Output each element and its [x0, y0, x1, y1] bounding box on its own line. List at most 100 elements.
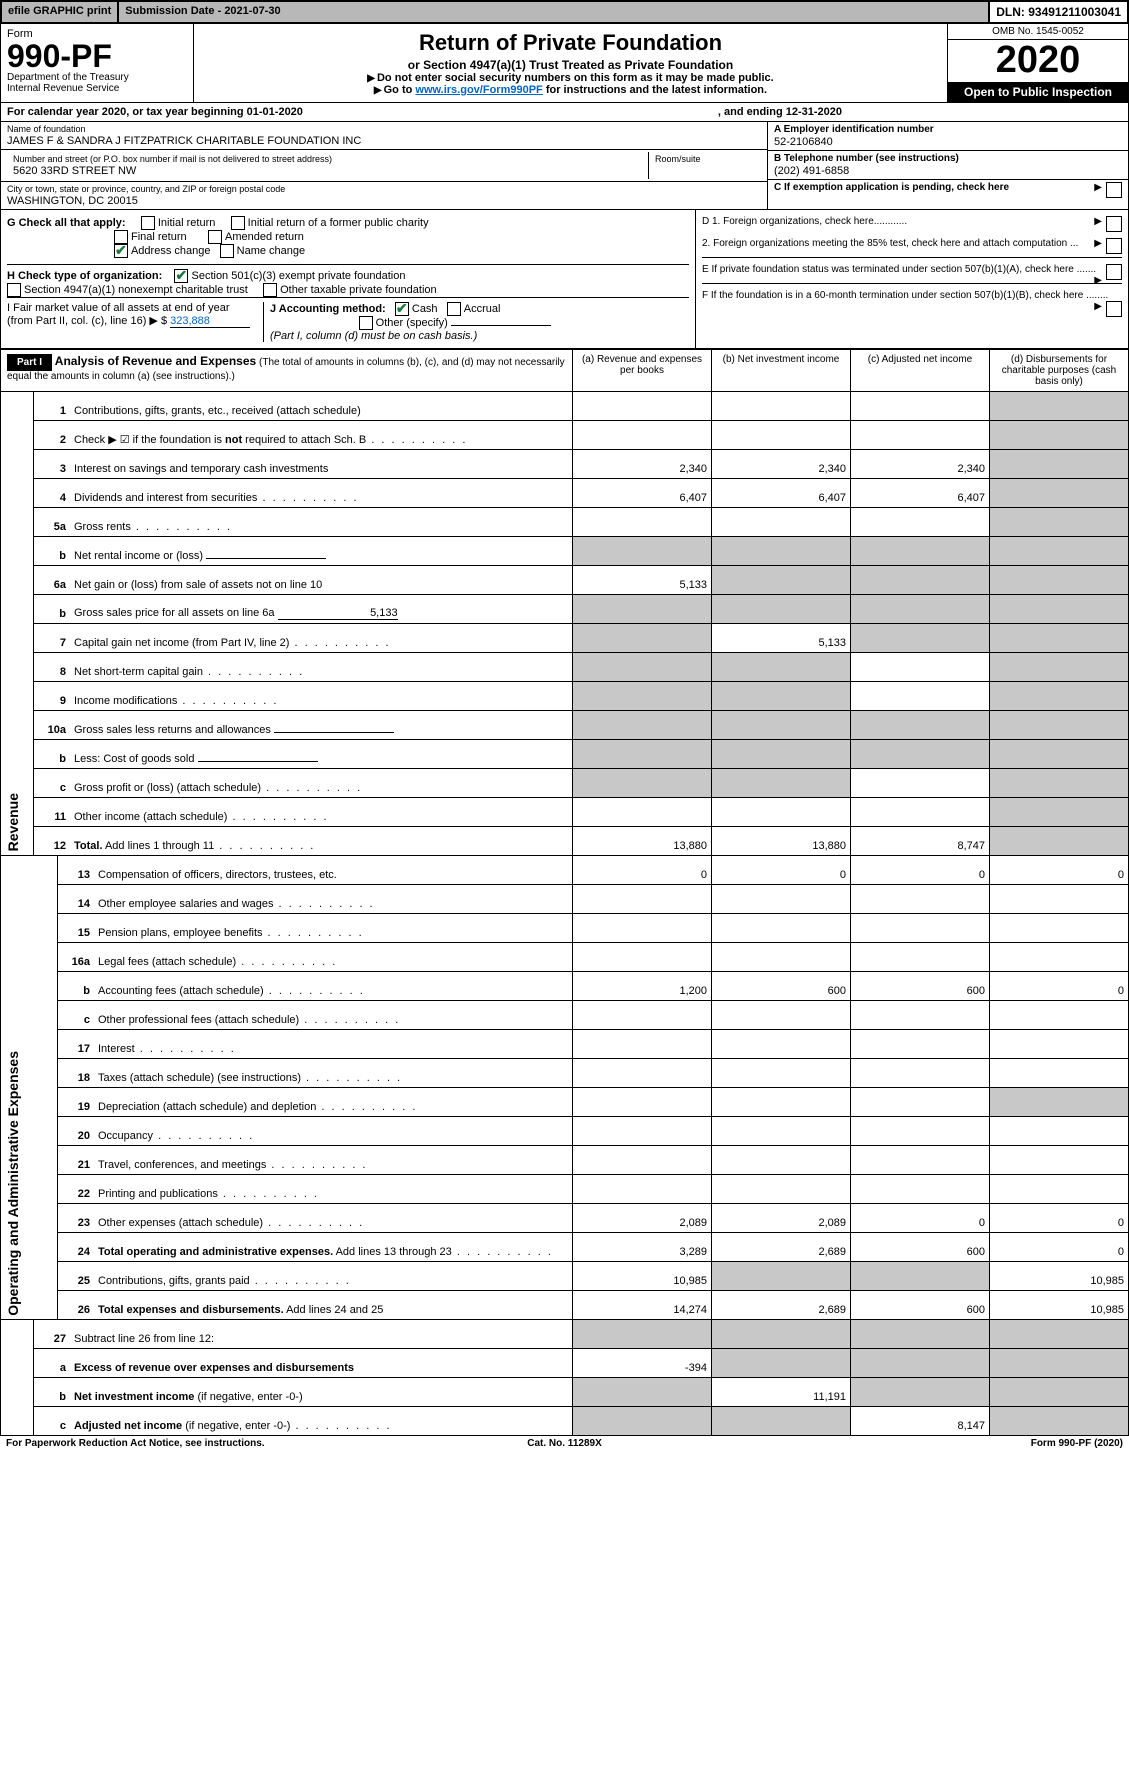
cb-other-method[interactable] [359, 316, 373, 330]
amount-cell [573, 536, 712, 565]
revenue-table: Revenue1Contributions, gifts, grants, et… [0, 392, 1129, 856]
cb-initial-former[interactable] [231, 216, 245, 230]
e-block: E If private foundation status was termi… [702, 264, 1122, 284]
cb-d1[interactable] [1106, 216, 1122, 232]
ein: 52-2106840 [774, 135, 1122, 148]
amount-cell [851, 1087, 990, 1116]
cb-amended[interactable] [208, 230, 222, 244]
cb-4947a1[interactable] [7, 283, 21, 297]
cb-accrual[interactable] [447, 302, 461, 316]
line-number: 6a [34, 565, 71, 594]
amount-cell [573, 768, 712, 797]
amount-cell: 13,880 [712, 826, 851, 855]
amount-cell [990, 1348, 1129, 1377]
amount-cell [712, 420, 851, 449]
line-description: Other expenses (attach schedule) [94, 1203, 573, 1232]
line-description: Depreciation (attach schedule) and deple… [94, 1087, 573, 1116]
phone-cell: B Telephone number (see instructions) (2… [768, 151, 1128, 180]
cb-other-taxable[interactable] [263, 283, 277, 297]
line-number: 3 [34, 449, 71, 478]
amount-cell [712, 913, 851, 942]
amount-cell [712, 1174, 851, 1203]
amount-cell [990, 1087, 1129, 1116]
phone: (202) 491-6858 [774, 164, 1122, 177]
line-description: Contributions, gifts, grants, etc., rece… [70, 392, 573, 421]
instructions-link[interactable]: www.irs.gov/Form990PF [415, 84, 542, 96]
line-number: 15 [58, 913, 95, 942]
amount-cell [712, 1261, 851, 1290]
col-d-hdr: (d) Disbursements for charitable purpose… [989, 350, 1128, 391]
amount-cell [712, 565, 851, 594]
cb-501c3[interactable] [174, 269, 188, 283]
amount-cell [573, 913, 712, 942]
line-number: 11 [34, 797, 71, 826]
cal-begin: For calendar year 2020, or tax year begi… [7, 106, 303, 118]
amount-cell: 6,407 [851, 478, 990, 507]
amount-cell [573, 420, 712, 449]
cb-name-change[interactable] [220, 244, 234, 258]
amount-cell: 2,089 [573, 1203, 712, 1232]
form-number: 990-PF [7, 40, 187, 72]
amount-cell [851, 681, 990, 710]
amount-cell [573, 1116, 712, 1145]
amount-cell: 10,985 [990, 1261, 1129, 1290]
amount-cell [851, 420, 990, 449]
line-number: 14 [58, 884, 95, 913]
part1-label: Part I [7, 354, 52, 371]
amount-cell: 10,985 [573, 1261, 712, 1290]
amount-cell [573, 1377, 712, 1406]
line-description: Dividends and interest from securities [70, 478, 573, 507]
cb-f[interactable] [1106, 301, 1122, 317]
amount-cell [851, 768, 990, 797]
amount-cell: 600 [851, 1290, 990, 1319]
cb-e[interactable] [1106, 264, 1122, 280]
line-description: Total expenses and disbursements. Add li… [94, 1290, 573, 1319]
amount-cell [573, 507, 712, 536]
table-row: cGross profit or (loss) (attach schedule… [1, 768, 1129, 797]
cb-cash[interactable] [395, 302, 409, 316]
amount-cell: 2,340 [573, 449, 712, 478]
amount-cell [990, 710, 1129, 739]
line-description: Excess of revenue over expenses and disb… [70, 1348, 573, 1377]
amount-cell [851, 507, 990, 536]
amount-cell [990, 420, 1129, 449]
line-number: 22 [58, 1174, 95, 1203]
amount-cell: 6,407 [712, 478, 851, 507]
line-number: 25 [58, 1261, 95, 1290]
amount-cell [851, 1000, 990, 1029]
table-row: 6aNet gain or (loss) from sale of assets… [1, 565, 1129, 594]
line-description: Other income (attach schedule) [70, 797, 573, 826]
col-b-hdr: (b) Net investment income [711, 350, 850, 391]
line-description: Adjusted net income (if negative, enter … [70, 1406, 573, 1435]
line-description: Travel, conferences, and meetings [94, 1145, 573, 1174]
section-label: Revenue [5, 793, 21, 851]
cb-address-change[interactable] [114, 244, 128, 258]
table-row: bNet investment income (if negative, ent… [1, 1377, 1129, 1406]
note-link: Go to www.irs.gov/Form990PF for instruct… [202, 84, 939, 96]
table-row: 11Other income (attach schedule) [1, 797, 1129, 826]
amount-cell [712, 1058, 851, 1087]
table-row: 9Income modifications [1, 681, 1129, 710]
line-description: Accounting fees (attach schedule) [94, 971, 573, 1000]
amount-cell [990, 1320, 1129, 1349]
exemption-cell: C If exemption application is pending, c… [768, 180, 1128, 195]
table-row: bAccounting fees (attach schedule)1,2006… [1, 971, 1129, 1000]
line-number: 12 [34, 826, 71, 855]
table-row: 19Depreciation (attach schedule) and dep… [1, 1087, 1129, 1116]
amount-cell: 600 [712, 971, 851, 1000]
city-state-zip: WASHINGTON, DC 20015 [7, 194, 761, 207]
line-description: Contributions, gifts, grants paid [94, 1261, 573, 1290]
table-row: 20Occupancy [1, 1116, 1129, 1145]
cb-d2[interactable] [1106, 238, 1122, 254]
line-description: Legal fees (attach schedule) [94, 942, 573, 971]
c-checkbox[interactable] [1106, 182, 1122, 198]
amount-cell [990, 1145, 1129, 1174]
table-row: 26Total expenses and disbursements. Add … [1, 1290, 1129, 1319]
amount-cell [851, 1348, 990, 1377]
amount-cell [851, 1029, 990, 1058]
cb-initial-return[interactable] [141, 216, 155, 230]
amount-cell [573, 1029, 712, 1058]
amount-cell [990, 1058, 1129, 1087]
table-row: Revenue1Contributions, gifts, grants, et… [1, 392, 1129, 421]
line-description: Other professional fees (attach schedule… [94, 1000, 573, 1029]
